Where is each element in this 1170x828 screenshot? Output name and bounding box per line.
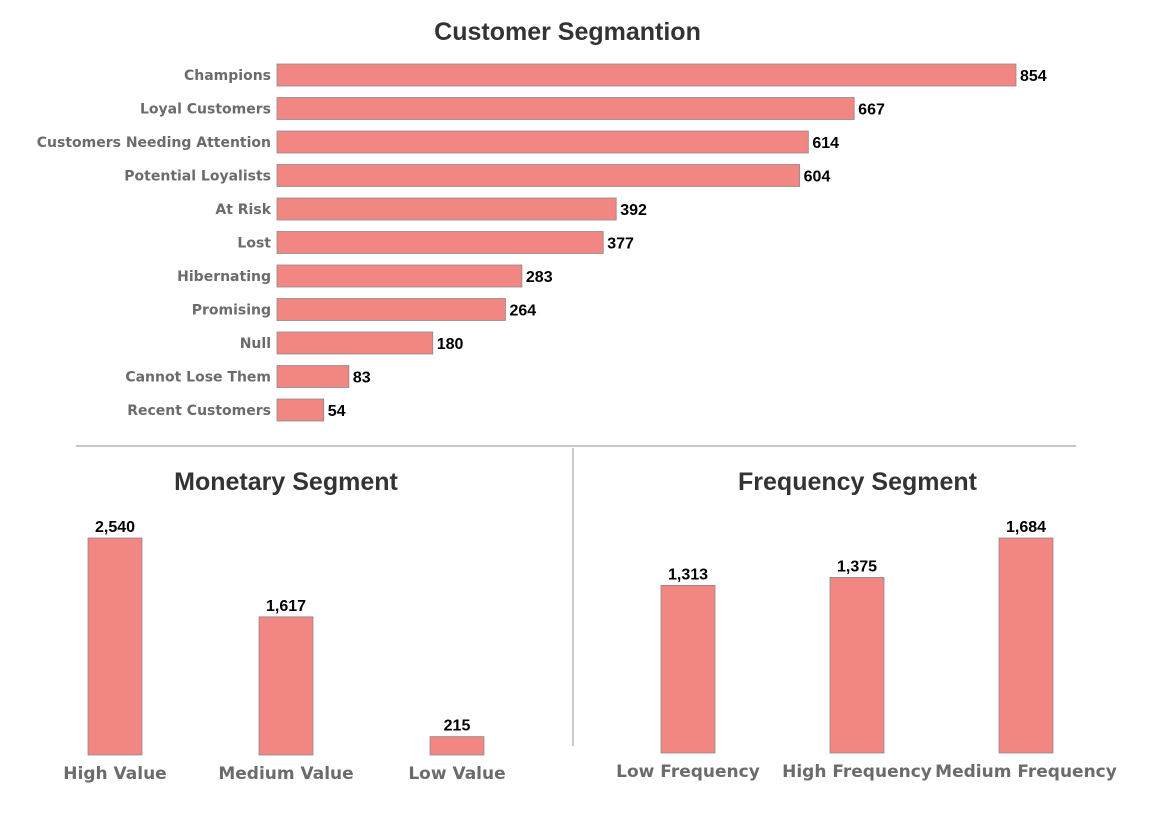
bar-null [276,331,434,355]
category-label-cannot-lose-them: Cannot Lose Them [125,370,271,386]
bar-high-frequency [829,577,885,754]
value-label-null: 180 [437,336,464,353]
bar-low-value [429,736,485,756]
category-label-low-value: Low Value [408,764,505,784]
category-label-high-value: High Value [63,764,166,784]
value-label-customers-needing-attention: 614 [812,135,839,152]
bar-at-risk [276,197,617,221]
category-label-at-risk: At Risk [215,202,271,218]
value-label-champions: 854 [1020,68,1047,85]
category-label-lost: Lost [237,236,271,252]
value-label-promising: 264 [509,303,536,320]
bar-promising [276,298,506,321]
value-label-high-value: 2,540 [95,519,135,536]
value-label-lost: 377 [607,236,634,253]
category-label-loyal-customers: Loyal Customers [140,102,271,118]
category-label-recent-customers: Recent Customers [127,403,271,419]
category-label-potential-loyalists: Potential Loyalists [124,169,271,185]
bar-champions [276,63,1017,87]
value-label-cannot-lose-them: 83 [353,370,371,387]
bar-low-frequency [660,584,716,754]
category-label-champions: Champions [184,68,271,84]
value-label-loyal-customers: 667 [858,102,885,119]
segmentation-chart-title: Customer Segmantion [434,18,701,46]
frequency-chart-title: Frequency Segment [738,468,977,496]
bar-hibernating [276,264,523,288]
bar-loyal-customers [276,97,855,120]
bar-medium-frequency [998,537,1054,754]
frequency-bar-chart: 1,313 Low Frequency 1,375 High Frequency 1,6… [616,519,1117,782]
category-label-high-frequency: High Frequency [782,762,932,782]
bar-customers-needing-attention [276,130,809,154]
value-label-low-frequency: 1,313 [668,566,708,583]
value-label-recent-customers: 54 [328,403,346,420]
bar-high-value [87,537,143,756]
segmentation-bar-chart: Champions 854 Loyal Customers 667 Customers … [37,63,1047,422]
bar-cannot-lose-them [276,365,350,388]
monetary-bar-chart: 2,540 High Value 1,617 Medium Value 215 Low V… [63,519,505,784]
monetary-chart-title: Monetary Segment [174,468,398,496]
category-label-medium-value: Medium Value [218,764,353,784]
value-label-at-risk: 392 [620,202,647,219]
category-label-promising: Promising [192,303,271,319]
value-label-potential-loyalists: 604 [804,169,831,186]
category-label-null: Null [240,336,271,352]
value-label-medium-value: 1,617 [266,598,306,615]
bar-medium-value [258,616,314,756]
category-label-medium-frequency: Medium Frequency [935,762,1117,782]
category-label-hibernating: Hibernating [177,269,271,285]
category-label-low-frequency: Low Frequency [616,762,760,782]
value-label-medium-frequency: 1,684 [1006,519,1046,536]
category-label-customers-needing-attention: Customers Needing Attention [37,135,271,151]
bar-potential-loyalists [276,164,801,187]
value-label-low-value: 215 [444,718,471,735]
bar-recent-customers [276,398,325,422]
value-label-high-frequency: 1,375 [837,558,877,575]
value-label-hibernating: 283 [526,269,553,286]
bar-lost [276,231,604,254]
